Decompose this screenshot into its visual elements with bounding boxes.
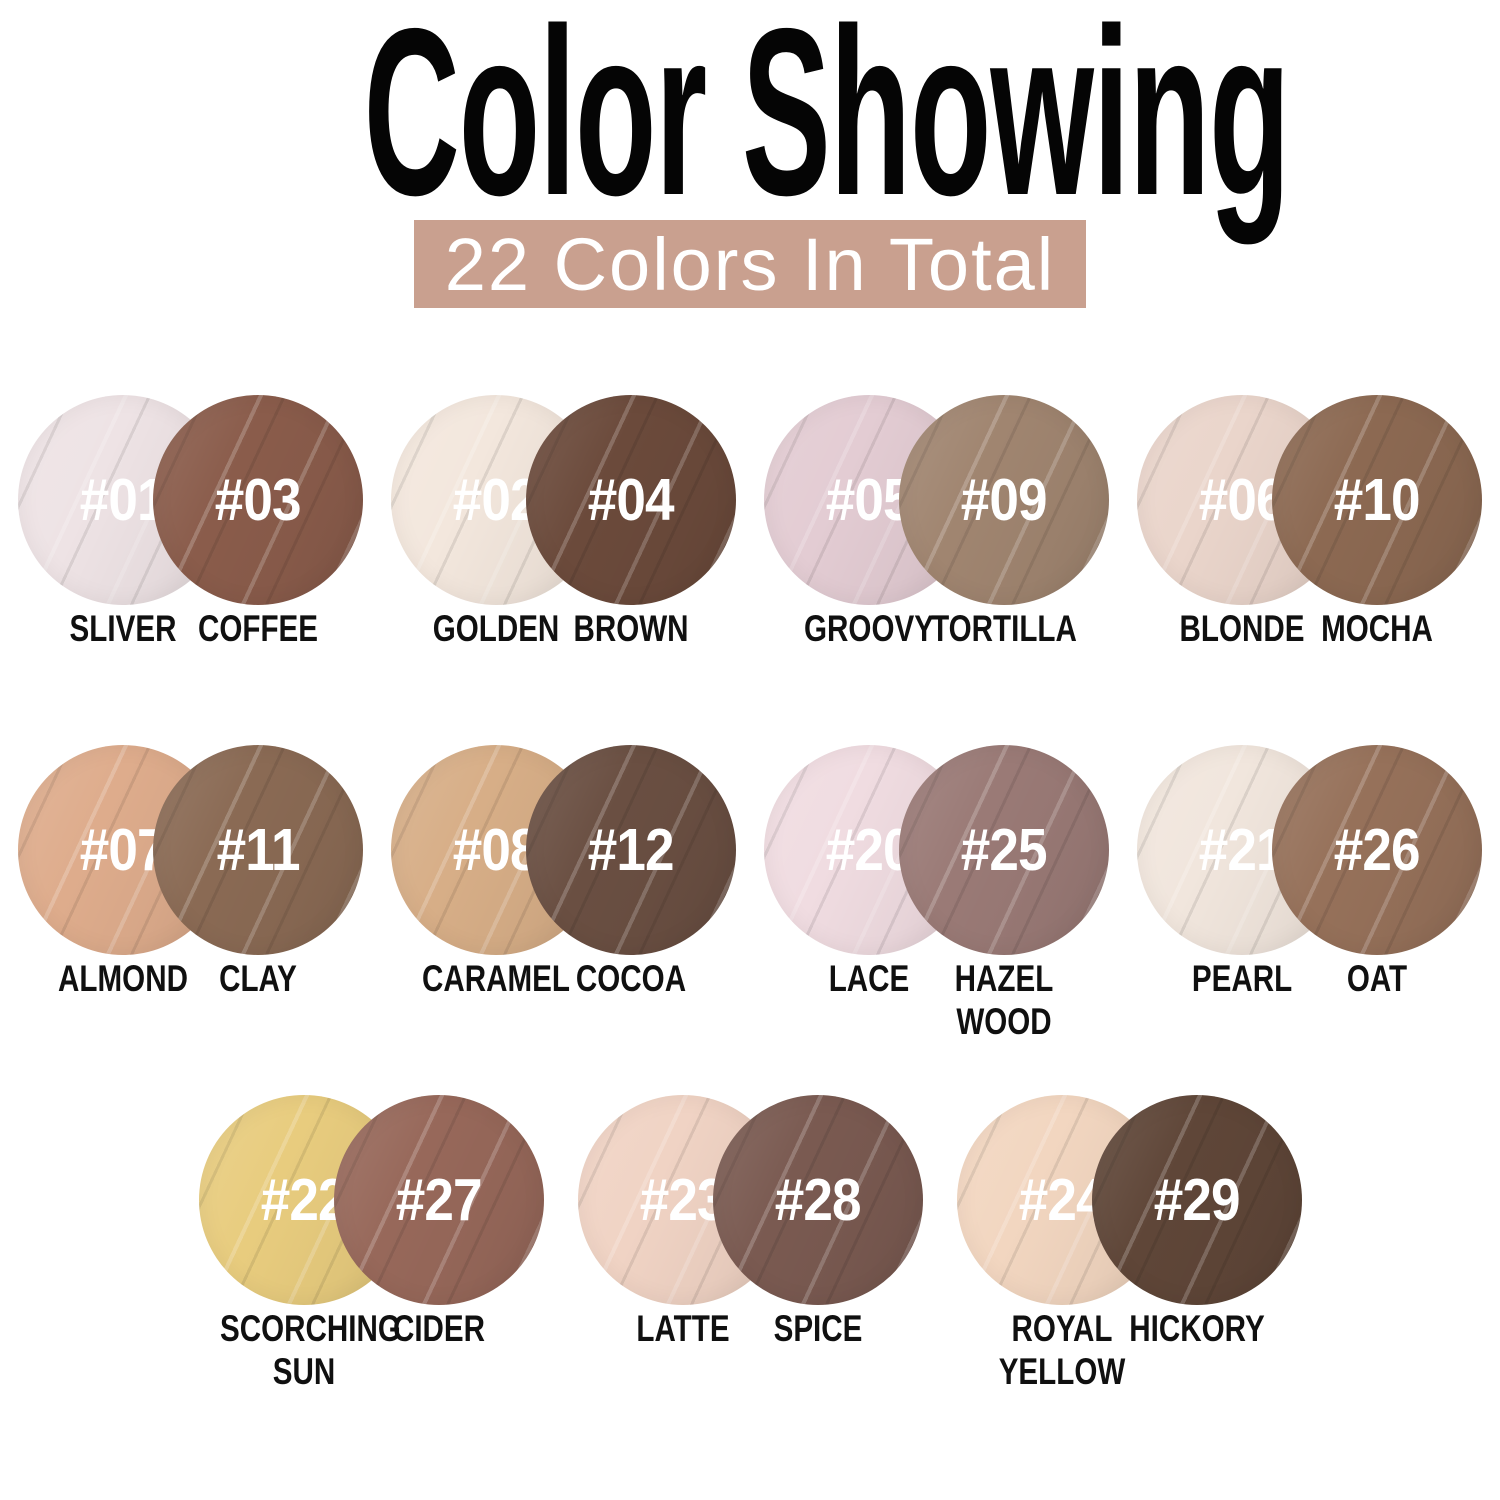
- shade-swatch-dark: #04: [526, 395, 736, 605]
- shade-number: #27: [395, 1167, 483, 1233]
- shade-pair: #23 #28 LATTE SPICE: [577, 1095, 923, 1440]
- shade-name: CIDER: [392, 1308, 485, 1349]
- shade-name: LACE: [828, 958, 910, 999]
- shade-name: SCORCHING SUN: [219, 1308, 401, 1392]
- shade-pair: #08 #12 CARAMEL COCOA: [391, 745, 736, 1090]
- shade-number: #09: [961, 467, 1048, 533]
- shade-row-1: #01 #03 SLIVER COFFEE #02 #04 GOLDEN BRO…: [0, 395, 1500, 740]
- shade-number: #20: [826, 817, 913, 883]
- shade-name: BROWN: [573, 608, 689, 649]
- shade-swatch-dark: #11: [153, 745, 363, 955]
- shade-swatch-dark: #27: [333, 1095, 544, 1305]
- shade-pair: #01 #03 SLIVER COFFEE: [18, 395, 363, 740]
- shade-name: PEARL: [1191, 958, 1293, 999]
- page-title: Color Showing: [363, 0, 1291, 245]
- shade-number: #11: [216, 817, 301, 883]
- shade-pair: #02 #04 GOLDEN BROWN: [391, 395, 736, 740]
- shade-name: GOLDEN: [432, 608, 560, 649]
- shade-pair: #20 #25 LACE HAZEL WOOD: [764, 745, 1109, 1090]
- shade-name: BLONDE: [1179, 608, 1305, 649]
- shade-swatch-dark: #09: [899, 395, 1109, 605]
- shade-swatch-dark: #25: [899, 745, 1109, 955]
- shade-number: #26: [1334, 817, 1421, 883]
- shade-number: #03: [215, 467, 302, 533]
- shade-number: #05: [826, 467, 913, 533]
- shade-pair: #05 #09 GROOVY TORTILLA: [764, 395, 1109, 740]
- shade-name: SLIVER: [69, 608, 177, 649]
- subtitle-text: 22 Colors In Total: [444, 223, 1056, 306]
- shade-name: CARAMEL: [422, 958, 570, 999]
- shade-number: #12: [588, 817, 675, 883]
- shade-swatch-dark: #12: [526, 745, 736, 955]
- shade-name: GROOVY: [804, 608, 934, 649]
- shade-number: #22: [260, 1167, 348, 1233]
- shade-number: #28: [774, 1167, 862, 1233]
- shade-swatch-dark: #03: [153, 395, 363, 605]
- shade-number: #10: [1334, 467, 1421, 533]
- shade-swatch-dark: #10: [1272, 395, 1482, 605]
- shade-number: #01: [80, 467, 167, 533]
- shade-swatch-dark: #28: [712, 1095, 923, 1305]
- shade-pair: #21 #26 PEARL OAT: [1137, 745, 1482, 1090]
- shade-number: #24: [1018, 1167, 1106, 1233]
- shade-number: #04: [588, 467, 675, 533]
- shade-row-3: #22 #27 SCORCHING SUN CIDER #23 #28 LATT…: [0, 1095, 1500, 1440]
- shade-name: CLAY: [219, 958, 297, 999]
- shade-number: #02: [453, 467, 540, 533]
- shade-name: ALMOND: [58, 958, 188, 999]
- shade-number: #06: [1199, 467, 1286, 533]
- shade-name: ROYAL YELLOW: [998, 1308, 1125, 1392]
- shade-pair: #24 #29 ROYAL YELLOW HICKORY: [956, 1095, 1302, 1440]
- shade-number: #23: [639, 1167, 727, 1233]
- shade-swatch-dark: #26: [1272, 745, 1482, 955]
- shade-name: COCOA: [575, 958, 687, 999]
- shade-pair: #07 #11 ALMOND CLAY: [18, 745, 363, 1090]
- shade-row-2: #07 #11 ALMOND CLAY #08 #12 CARAMEL COCO…: [0, 745, 1500, 1090]
- shade-number: #29: [1153, 1167, 1241, 1233]
- shade-name: COFFEE: [197, 608, 319, 649]
- shade-number: #08: [453, 817, 540, 883]
- shade-name: LATTE: [635, 1308, 730, 1349]
- shade-number: #07: [80, 817, 167, 883]
- shade-name: SPICE: [773, 1308, 862, 1349]
- shade-number: #21: [1199, 817, 1286, 883]
- page-title-wrap: Color Showing: [0, 0, 1500, 245]
- shade-name: TORTILLA: [931, 608, 1077, 649]
- shade-number: #25: [961, 817, 1048, 883]
- shade-name: OAT: [1346, 958, 1408, 999]
- shade-name: MOCHA: [1321, 608, 1433, 649]
- subtitle-banner: 22 Colors In Total: [414, 220, 1086, 308]
- shade-name: HAZEL WOOD: [954, 958, 1054, 1042]
- shade-name: HICKORY: [1128, 1308, 1265, 1349]
- shade-pair: #06 #10 BLONDE MOCHA: [1137, 395, 1482, 740]
- shade-swatch-dark: #29: [1091, 1095, 1302, 1305]
- shade-pair: #22 #27 SCORCHING SUN CIDER: [198, 1095, 544, 1440]
